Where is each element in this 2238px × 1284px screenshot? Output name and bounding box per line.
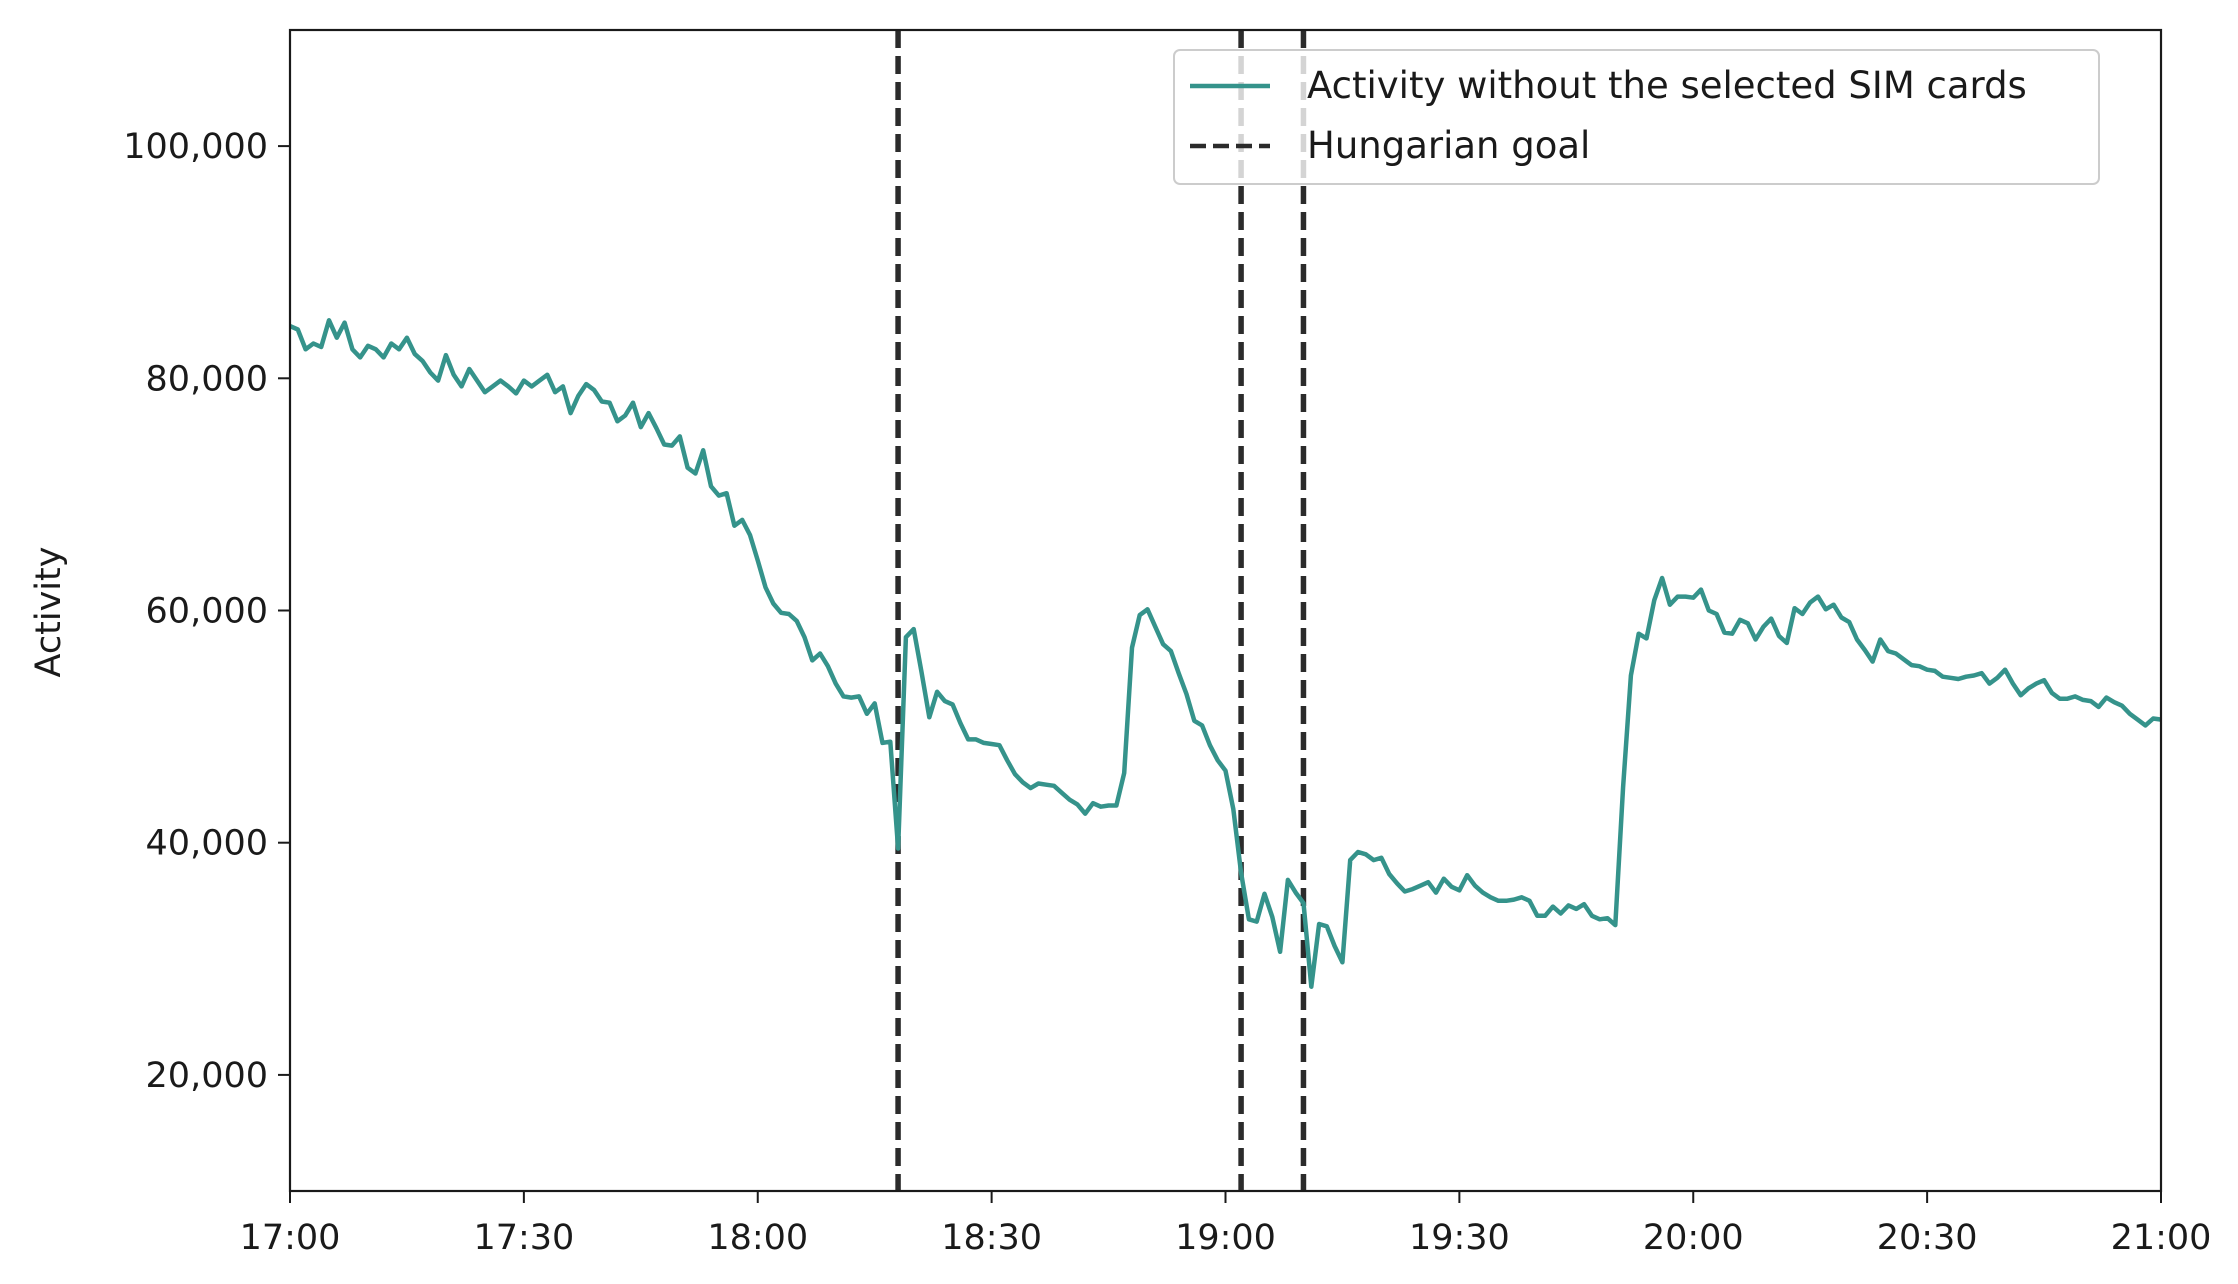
x-tick-label: 17:00 xyxy=(240,1218,341,1258)
x-tick-label: 19:00 xyxy=(1175,1218,1276,1258)
y-axis: 20,000 40,000 60,000 80,000 100,000 xyxy=(123,127,290,1096)
y-tick-label: 100,000 xyxy=(123,127,268,167)
y-tick-label: 40,000 xyxy=(146,824,268,864)
legend-box xyxy=(1173,49,2100,185)
y-axis-label: Activity xyxy=(29,547,69,678)
legend-label-goal: Hungarian goal xyxy=(1307,124,1590,167)
x-tick-label: 19:30 xyxy=(1409,1218,1510,1258)
y-tick-label: 60,000 xyxy=(146,592,268,632)
x-tick-label: 18:30 xyxy=(941,1218,1042,1258)
goal-lines xyxy=(895,30,1307,1191)
legend: Activity without the selected SIM cards … xyxy=(1173,49,2100,185)
y-tick-label: 20,000 xyxy=(146,1056,268,1096)
x-tick-label: 17:30 xyxy=(473,1218,574,1258)
activity-series-line xyxy=(290,318,2161,989)
x-tick-label: 18:00 xyxy=(707,1218,808,1258)
legend-label-activity: Activity without the selected SIM cards xyxy=(1307,64,2027,107)
series-layer xyxy=(290,318,2161,989)
x-tick-label: 21:00 xyxy=(2111,1218,2212,1258)
x-axis: 17:00 17:30 18:00 18:30 19:00 19:30 20:00 20:30… xyxy=(240,1191,2212,1258)
y-tick-label: 80,000 xyxy=(146,359,268,399)
x-tick-label: 20:00 xyxy=(1643,1218,1744,1258)
x-tick-label: 20:30 xyxy=(1877,1218,1978,1258)
